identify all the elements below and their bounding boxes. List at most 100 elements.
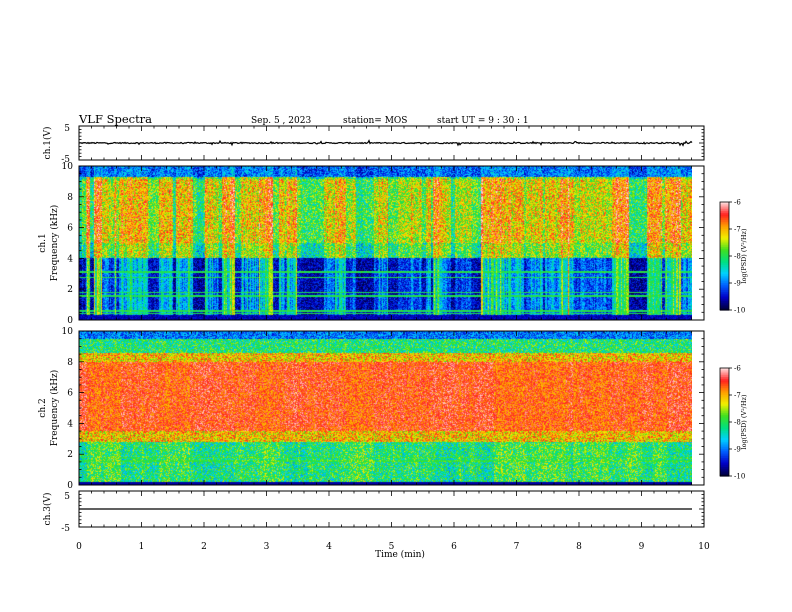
colorbar-swatch: [720, 266, 729, 270]
x-tick-label: 3: [264, 542, 270, 552]
frequency-tick-label: 2: [67, 450, 73, 460]
colorbar-swatch: [720, 373, 729, 376]
ch3-voltage-panel: 5 -5 ch.3(V): [42, 490, 705, 534]
colorbar-swatch: [720, 288, 729, 291]
colorbar-swatch: [720, 443, 729, 446]
frequency-tick-label: 10: [62, 327, 74, 337]
colorbar-swatch: [720, 223, 729, 226]
colorbar-tick-label: -8: [734, 419, 741, 427]
colorbar-swatch: [720, 281, 729, 284]
colorbar-tick-label: -6: [734, 365, 741, 373]
ch1-spectrogram-image: [79, 166, 692, 320]
colorbar-swatch: [720, 459, 729, 463]
colorbar-swatch: [720, 411, 729, 414]
colorbar-swatch: [720, 450, 729, 454]
x-tick-label: 8: [576, 542, 582, 552]
colorbar-swatch: [720, 203, 729, 207]
colorbar-tick-label: -6: [734, 199, 741, 207]
colorbar-swatch: [720, 247, 729, 250]
colorbar-swatch: [720, 396, 729, 400]
x-tick-label: 9: [639, 542, 645, 552]
colorbar-swatch: [720, 425, 729, 428]
colorbar-tick-label: -10: [734, 473, 745, 481]
station-label: station= MOS: [343, 116, 407, 126]
colorbar-swatch: [720, 205, 729, 208]
colorbar-swatch: [720, 438, 729, 441]
ch3-ytick-top: 5: [64, 492, 70, 502]
colorbar-swatch: [720, 440, 729, 443]
colorbar-swatch: [720, 398, 729, 401]
x-tick-label: 5: [389, 542, 395, 552]
colorbar-swatch: [720, 418, 729, 421]
colorbar-swatch: [720, 414, 729, 418]
colorbar-swatch: [720, 211, 729, 214]
ch1-ytick-top: 5: [64, 124, 70, 134]
colorbar-swatch: [720, 470, 729, 473]
colorbar-swatch: [720, 474, 729, 477]
colorbar-swatch: [720, 422, 729, 425]
colorbar-label: log(PSD) (V²/Hz): [740, 228, 748, 283]
colorbar-swatch: [720, 472, 729, 475]
colorbar-swatch: [720, 299, 729, 302]
colorbar-swatch: [720, 277, 729, 280]
colorbar-swatch: [720, 416, 729, 419]
colorbar-swatch: [720, 214, 729, 217]
colorbar-swatch: [720, 207, 729, 210]
colorbar-swatch: [720, 270, 729, 273]
colorbar-tick-label: -8: [734, 253, 741, 261]
colorbar-swatch: [720, 386, 729, 389]
colorbar-swatch: [720, 454, 729, 457]
colorbar-swatch: [720, 293, 729, 297]
ch1-ylabel-channel: ch.1: [38, 233, 48, 252]
date-label: Sep. 5 , 2023: [251, 116, 311, 126]
colorbar-tick-label: -7: [734, 226, 741, 234]
colorbar-swatch: [720, 404, 729, 407]
colorbar-swatch: [720, 212, 729, 216]
colorbar-swatch: [720, 227, 729, 230]
start-time-label: start UT = 9 : 30 : 1: [437, 116, 529, 126]
colorbar-swatch: [720, 238, 729, 241]
colorbar-swatch: [720, 220, 729, 223]
ch2-ylabel-frequency: Frequency (kHz): [49, 370, 60, 447]
frequency-tick-label: 0: [67, 316, 73, 326]
colorbar-swatch: [720, 431, 729, 434]
colorbar-swatch: [720, 384, 729, 387]
colorbar-swatch: [720, 465, 729, 468]
x-tick-label: 0: [76, 542, 82, 552]
colorbar-swatch: [720, 463, 729, 466]
colorbar-swatch: [720, 297, 729, 300]
colorbar-swatch: [720, 256, 729, 259]
ch1-ytick-bottom: -5: [61, 155, 70, 165]
colorbar-swatch: [720, 389, 729, 392]
colorbar-swatch: [720, 229, 729, 232]
colorbar-swatch: [720, 241, 729, 244]
colorbar-swatch: [720, 441, 729, 445]
colorbar-swatch: [720, 467, 729, 470]
colorbar-swatch: [720, 445, 729, 448]
colorbar-swatch: [720, 265, 729, 268]
ch1-colorbar: -6 -7 -8 -9 -10 log(PSD) (V²/Hz): [719, 199, 748, 315]
x-tick-label: 10: [698, 542, 710, 552]
colorbar-swatch: [720, 284, 729, 288]
colorbar-swatch: [720, 268, 729, 271]
colorbar-swatch: [720, 279, 729, 282]
frequency-tick-label: 4: [67, 419, 73, 429]
x-tick-label: 4: [326, 542, 332, 552]
frequency-tick-label: 4: [67, 254, 73, 264]
colorbar-tick-label: -9: [734, 280, 741, 288]
colorbar-swatch: [720, 261, 729, 264]
colorbar-swatch: [720, 449, 729, 452]
colorbar-swatch: [720, 236, 729, 239]
colorbar-swatch: [720, 402, 729, 405]
colorbar-swatch: [720, 230, 729, 234]
colorbar-swatch: [720, 252, 729, 255]
frequency-tick-label: 8: [67, 358, 73, 368]
colorbar-swatch: [720, 292, 729, 295]
colorbar-swatch: [720, 202, 729, 205]
colorbar-swatch: [720, 218, 729, 221]
ch2-ylabel-channel: ch.2: [38, 398, 48, 417]
colorbar-swatch: [720, 304, 729, 307]
colorbar-swatch: [720, 405, 729, 409]
colorbar-swatch: [720, 429, 729, 432]
